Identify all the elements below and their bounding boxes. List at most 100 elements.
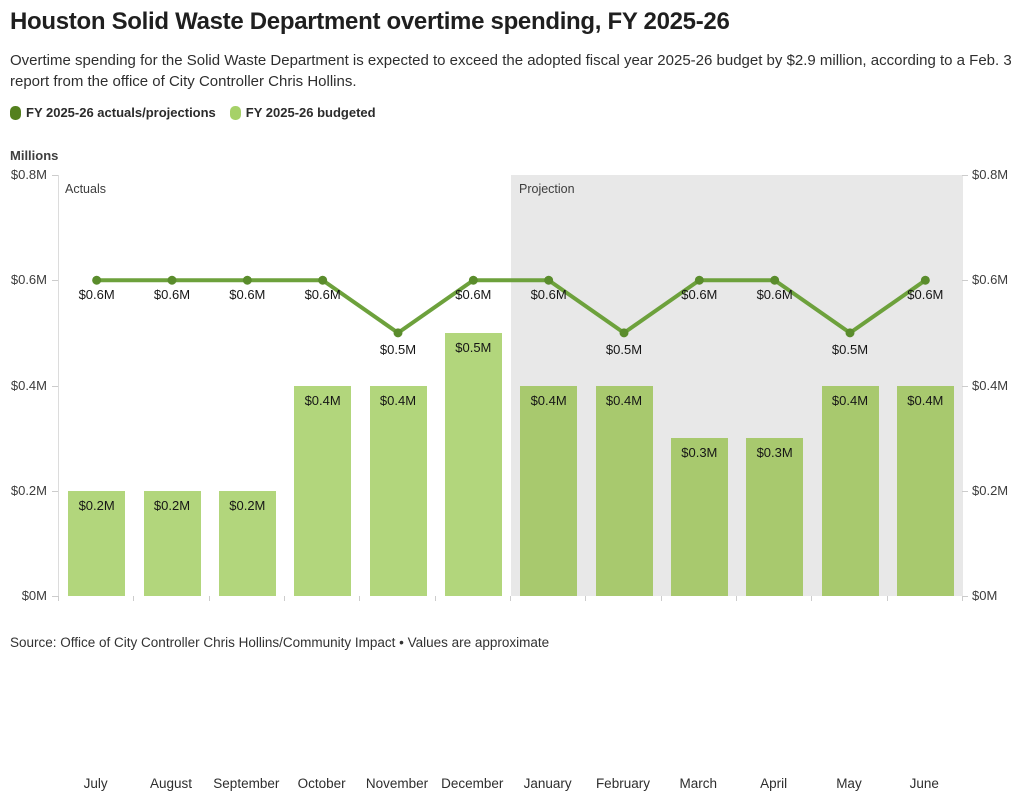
line-value-label: $0.6M [78,287,115,303]
bar-value-label: $0.4M [379,392,417,408]
budget-bar-may: $0.4M [821,385,879,596]
x-axis-tick [962,596,963,601]
line-marker-icon [393,328,403,338]
budget-bar-november: $0.4M [369,385,427,596]
x-axis-label-august: August [149,776,192,791]
line-value-label: $0.6M [304,287,341,303]
budget-bar-january: $0.4M [520,385,578,596]
legend: FY 2025-26 actuals/projections FY 2025-2… [10,105,376,120]
y-axis-tick [962,280,968,282]
x-axis-tick [284,596,285,601]
y-axis-tick-label-right: $0.8M [972,167,1009,182]
y-axis-tick [52,490,58,492]
x-axis-tick [585,596,587,601]
x-axis-tick [510,596,511,601]
x-axis-tick [434,596,436,601]
x-axis-label-april: April [760,776,788,791]
budget-bar-april: $0.3M [746,438,804,596]
y-axis-tick [962,385,968,387]
line-value-label: $0.6M [455,287,492,303]
x-axis-tick [811,596,813,601]
actuals-region-label: Actuals [65,182,106,196]
x-axis-label-march: March [679,776,718,791]
x-axis-label-september: September [213,776,280,791]
y-axis-tick-label-left: $0.4M [10,377,47,393]
chart-title: Houston Solid Waste Department overtime … [10,8,730,35]
x-axis-label-october: October [297,776,346,791]
y-axis-tick-label-right: $0.2M [972,482,1009,498]
y-axis-tick [962,596,968,597]
bar-value-label: $0.4M [304,392,341,408]
y-axis-tick [962,490,968,492]
x-axis-tick [58,596,59,601]
y-axis-tick [52,596,58,597]
line-value-label: $0.6M [530,287,567,303]
line-value-label: $0.5M [379,341,417,357]
x-axis-label-november: November [365,776,429,791]
y-axis-tick-label-left: $0.2M [10,482,47,498]
bar-value-label: $0.4M [831,392,869,408]
x-axis-label-july: July [83,776,108,791]
x-axis-tick [886,596,888,601]
line-marker-icon [242,275,252,285]
y-axis-tick [52,280,58,282]
bar-value-label: $0.4M [605,392,643,408]
x-axis-tick [133,596,135,601]
x-axis-label-december: December [441,776,504,791]
line-value-label: $0.5M [605,341,643,357]
x-axis-tick [208,596,210,601]
line-value-label: $0.6M [907,287,944,303]
source-note: Source: Office of City Controller Chris … [10,635,550,650]
y-axis-tick-label-right: $0M [972,588,998,603]
legend-swatch-budgeted-icon [229,105,241,120]
line-value-label: $0.6M [153,287,191,303]
bar-value-label: $0.3M [681,445,718,461]
chart-subtitle: Overtime spending for the Solid Waste De… [10,52,1012,90]
bar-value-label: $0.2M [153,497,191,513]
line-marker-icon [92,275,102,285]
bar-value-label: $0.4M [907,392,944,408]
line-marker-icon [167,275,177,285]
bar-value-label: $0.2M [229,497,266,513]
x-axis: July August September October November Decemb… [58,776,962,791]
legend-label-budgeted: FY 2025-26 budgeted [245,105,376,120]
y-axis-tick-label-right: $0.6M [972,272,1009,288]
bar-value-label: $0.2M [78,497,115,513]
line-value-label: $0.5M [831,341,869,357]
budget-bar-october: $0.4M [294,385,352,596]
x-axis-tick [660,596,662,601]
bar-value-label: $0.5M [455,339,492,355]
line-marker-icon [318,275,328,285]
projection-region [511,175,963,596]
y-axis-title: Millions [10,148,59,163]
budget-bar-june: $0.4M [896,385,954,596]
x-axis-tick [359,596,361,601]
legend-item-actuals: FY 2025-26 actuals/projections [10,105,216,120]
y-axis-tick-label-left: $0M [21,588,47,603]
x-axis-label-june: June [909,776,939,791]
budget-bar-december: $0.5M [444,332,502,596]
legend-swatch-actuals-icon [10,105,21,120]
y-axis-tick-label-right: $0.4M [972,377,1009,393]
line-value-label: $0.6M [229,287,266,303]
budget-bar-july: $0.2M [68,490,126,596]
bar-value-label: $0.4M [530,392,567,408]
y-axis-tick [52,385,58,387]
x-axis-label-february: February [595,776,650,791]
line-marker-icon [468,275,478,285]
budget-bar-march: $0.3M [670,438,728,596]
projection-region-label: Projection [519,182,575,196]
x-axis-tick [736,596,737,601]
budget-bar-august: $0.2M [143,490,201,596]
budget-bar-september: $0.2M [218,490,276,596]
y-axis-tick-label-left: $0.8M [10,167,47,182]
x-axis-label-january: January [523,776,572,791]
chart-area: Actuals Projection $0.2M $0.2M $0.2M $0.4M $… [0,167,1020,791]
line-value-label: $0.6M [756,287,793,303]
legend-label-actuals: FY 2025-26 actuals/projections [26,105,216,120]
bar-value-label: $0.3M [756,445,793,461]
line-value-label: $0.6M [681,287,718,303]
budget-bar-february: $0.4M [595,385,653,596]
y-axis-tick-label-left: $0.6M [10,272,47,288]
legend-item-budgeted: FY 2025-26 budgeted [229,105,376,120]
